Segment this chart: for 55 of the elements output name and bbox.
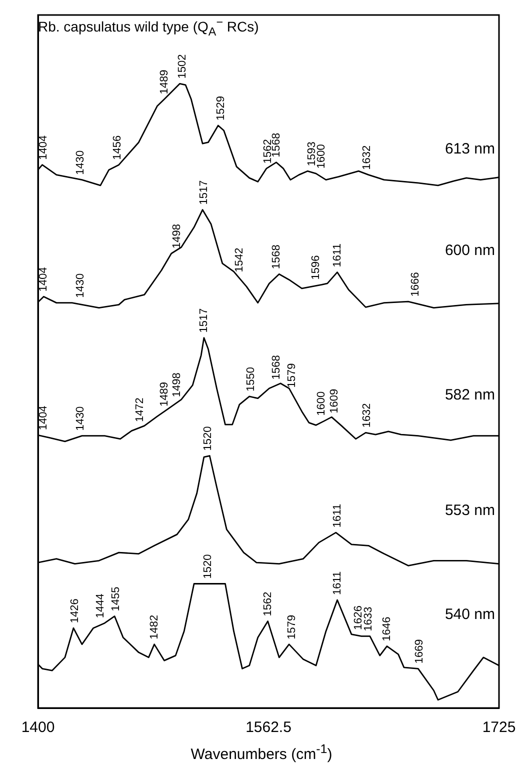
annotation: 1426 (68, 598, 81, 624)
annotation: 1430 (74, 406, 87, 431)
annotation: 1456 (111, 135, 124, 160)
annotation: 1609 (328, 388, 340, 414)
x-tick-label: 1562.5 (246, 719, 292, 736)
annotation: 1550 (244, 366, 257, 392)
text: 553 nm (444, 502, 495, 520)
annotation: 1498 (171, 372, 184, 398)
annotation: 1520 (202, 426, 214, 451)
annotation: 1596 (310, 255, 322, 280)
annotation: 1482 (148, 614, 160, 640)
chart-title: Rb. capsulatus wild type (Q$_{A}$$^{−}$ RCs) (38, 16, 259, 38)
text: 540 nm (444, 606, 495, 623)
annotation: 1404 (38, 267, 50, 292)
annotation: 1404 (38, 406, 50, 430)
annotation: 1669 (414, 639, 426, 664)
x-tick-label: 1400 (21, 719, 55, 736)
annotation: 1611 (331, 504, 344, 528)
annotation: 1517 (198, 308, 210, 333)
annotation: 1529 (215, 96, 228, 121)
annotation: 1632 (361, 403, 374, 428)
annotation: 1579 (286, 363, 298, 388)
annotation: 1455 (110, 586, 122, 612)
annotation: 1600 (316, 391, 328, 416)
annotation: 1520 (202, 554, 214, 579)
annotation: 1489 (158, 382, 170, 406)
text: 600 nm (444, 242, 495, 259)
annotation: 1444 (94, 594, 106, 618)
annotation: 1568 (270, 244, 282, 270)
x-tick-label: 1725 (482, 719, 516, 736)
annotation: 1666 (409, 272, 422, 297)
annotation: 1502 (176, 54, 189, 79)
annotation: 1404 (38, 135, 50, 160)
x-axis-title: Wavenumbers (cm$^{-1}$) (190, 742, 334, 763)
annotation: 1626 (352, 605, 365, 630)
annotation: 1542 (233, 248, 246, 272)
annotation: 1593 (306, 142, 318, 166)
annotation: 1472 (134, 398, 146, 422)
annotation: 1632 (361, 145, 374, 170)
annotation: 1430 (74, 150, 87, 175)
annotation: 1633 (362, 606, 375, 632)
text: 582 nm (444, 386, 495, 404)
annotation: 1517 (198, 180, 210, 205)
annotation: 1611 (331, 571, 344, 595)
series-label: 613 nm (444, 140, 495, 158)
annotation: 1430 (74, 273, 87, 298)
annotation: 1646 (380, 616, 393, 642)
annotation: 1489 (158, 70, 170, 94)
annotation: 1562 (262, 592, 274, 616)
annotation: 1579 (286, 614, 298, 640)
annotation: 1498 (171, 224, 184, 248)
annotation: 1611 (331, 244, 344, 268)
annotation: 1568 (270, 355, 282, 380)
annotation: 1568 (270, 132, 282, 158)
annotation: 1600 (316, 144, 328, 169)
